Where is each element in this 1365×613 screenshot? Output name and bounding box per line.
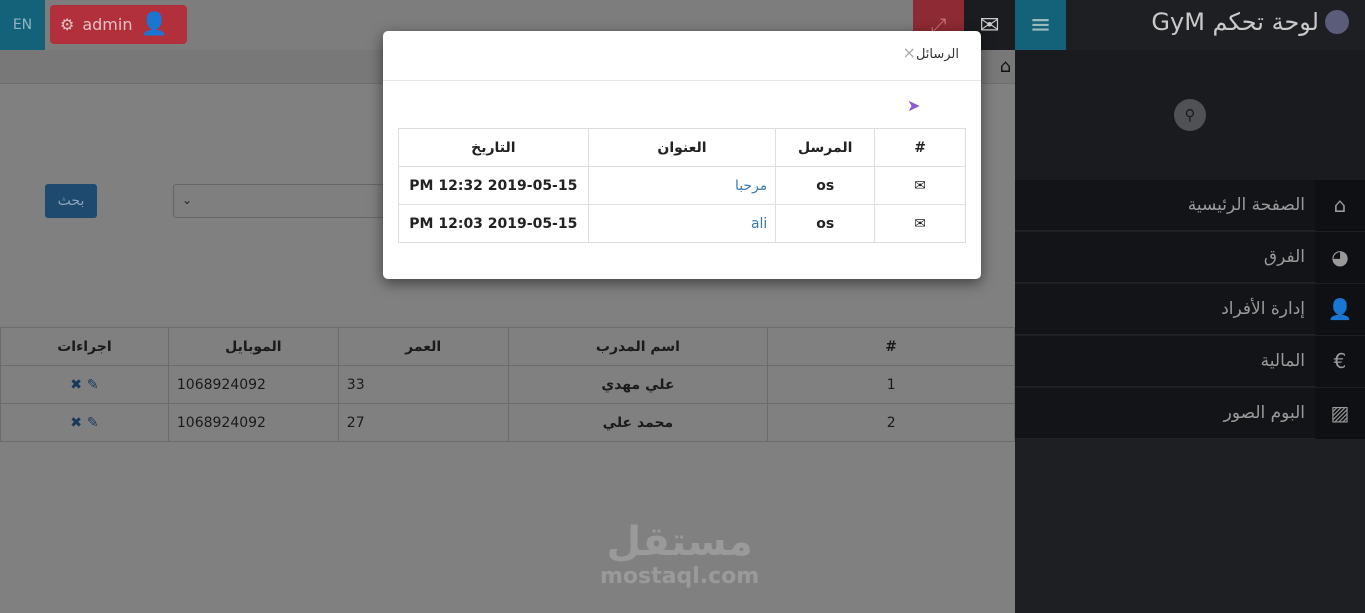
table-row: 1 علي مهدي 33 1068924092 ✎ ✖	[0, 365, 1015, 404]
search-button[interactable]: بحث	[45, 184, 97, 218]
sidebar-item-label: المالية	[1260, 351, 1305, 371]
column-header: الموبايل	[167, 327, 339, 366]
sidebar-item-label: البوم الصور	[1223, 403, 1305, 423]
message-title-link[interactable]: ali	[587, 204, 777, 243]
sidebar-item-teams[interactable]: ◕ الفرق	[1015, 231, 1365, 283]
modal-header: الرسائل ×	[383, 31, 981, 81]
brand-logo[interactable]: لوحة تحكم GyM	[1151, 8, 1349, 36]
filter-select[interactable]: ⌄	[173, 184, 388, 218]
search-icon[interactable]: ⚲	[1174, 99, 1206, 131]
column-header: #	[767, 327, 1015, 366]
column-header: #	[874, 128, 966, 167]
trainer-mobile: 1068924092	[167, 403, 339, 442]
table-header-row: # المرسل العنوان التاريخ	[398, 128, 966, 167]
row-actions: ✎ ✖	[0, 403, 169, 442]
row-number: 1	[767, 365, 1015, 404]
column-header: العمر	[337, 327, 509, 366]
table-header-row: # اسم المدرب العمر الموبايل اجراءات	[0, 327, 1015, 366]
edit-icon[interactable]: ✎	[86, 414, 99, 431]
edit-icon[interactable]: ✎	[86, 376, 99, 393]
delete-icon[interactable]: ✖	[70, 414, 82, 431]
brand-title: لوحة تحكم GyM	[1151, 8, 1319, 36]
trainer-age: 27	[337, 403, 509, 442]
dumbbell-icon	[1325, 10, 1349, 34]
chevron-down-icon: ⌄	[182, 193, 193, 207]
sidebar-item-home[interactable]: ⌂ الصفحة الرئيسية	[1015, 179, 1365, 231]
envelope-icon: ✉	[874, 204, 966, 243]
sidebar-item-members[interactable]: 👤 إدارة الأفراد	[1015, 283, 1365, 335]
column-header: اسم المدرب	[507, 327, 769, 366]
picture-icon: ▨	[1315, 387, 1365, 439]
avatar: 👤	[140, 12, 168, 37]
modal-title-wrap: الرسائل ×	[903, 43, 959, 62]
trainer-age: 33	[337, 365, 509, 404]
envelope-icon: ✉	[874, 166, 966, 205]
user-icon: 👤	[1315, 283, 1365, 335]
row-number: 2	[767, 403, 1015, 442]
sidebar-item-label: إدارة الأفراد	[1221, 299, 1305, 319]
table-row: 2 محمد علي 27 1068924092 ✎ ✖	[0, 403, 1015, 442]
trainers-table: # اسم المدرب العمر الموبايل اجراءات 1 عل…	[0, 327, 1015, 442]
column-header: العنوان	[587, 128, 777, 167]
messages-table: # المرسل العنوان التاريخ ✉ os مرحبا PM 1…	[398, 128, 966, 243]
messages-modal: الرسائل × ➤ # المرسل العنوان التاريخ ✉ o…	[383, 31, 981, 279]
message-sender: os	[775, 166, 876, 205]
home-icon: ⌂	[1315, 179, 1365, 231]
menu-toggle-icon[interactable]: ≡	[1015, 0, 1066, 50]
modal-title: الرسائل	[915, 47, 959, 62]
sidebar-item-label: الفرق	[1263, 247, 1305, 267]
watermark-arabic: مستقل	[606, 519, 753, 565]
message-date: PM 12:03 2019-05-15	[398, 204, 589, 243]
watermark-logo: مستقل mostaql.com	[600, 520, 759, 589]
column-header: المرسل	[775, 128, 876, 167]
column-header: التاريخ	[398, 128, 589, 167]
delete-icon[interactable]: ✖	[70, 376, 82, 393]
column-header: اجراءات	[0, 327, 169, 366]
home-icon[interactable]: ⌂	[999, 56, 1011, 77]
trainer-name: علي مهدي	[507, 365, 769, 404]
euro-icon: €	[1315, 335, 1365, 387]
message-sender: os	[775, 204, 876, 243]
globe-icon: ◕	[1315, 231, 1365, 283]
admin-username: admin	[82, 15, 133, 34]
trainer-mobile: 1068924092	[167, 365, 339, 404]
table-row[interactable]: ✉ os ali PM 12:03 2019-05-15	[398, 204, 966, 243]
watermark-latin: mostaql.com	[600, 564, 760, 589]
table-row[interactable]: ✉ os مرحبا PM 12:32 2019-05-15	[398, 166, 966, 205]
admin-menu-button[interactable]: ⚙ admin 👤	[50, 5, 187, 44]
sidebar: ⚲ ≡ لوحة تحكم GyM ⌂ الصفحة الرئيسية ◕ الفر…	[1015, 0, 1365, 613]
row-actions: ✎ ✖	[0, 365, 169, 404]
close-icon[interactable]: ×	[902, 43, 916, 62]
sidebar-item-finance[interactable]: € المالية	[1015, 335, 1365, 387]
send-message-icon[interactable]: ➤	[907, 96, 921, 115]
language-toggle-button[interactable]: EN	[0, 0, 45, 50]
gear-icon: ⚙	[60, 15, 75, 34]
message-title-link[interactable]: مرحبا	[587, 166, 777, 205]
sidebar-item-gallery[interactable]: ▨ البوم الصور	[1015, 387, 1365, 439]
sidebar-item-label: الصفحة الرئيسية	[1187, 195, 1305, 215]
message-date: PM 12:32 2019-05-15	[398, 166, 589, 205]
trainer-name: محمد علي	[507, 403, 769, 442]
